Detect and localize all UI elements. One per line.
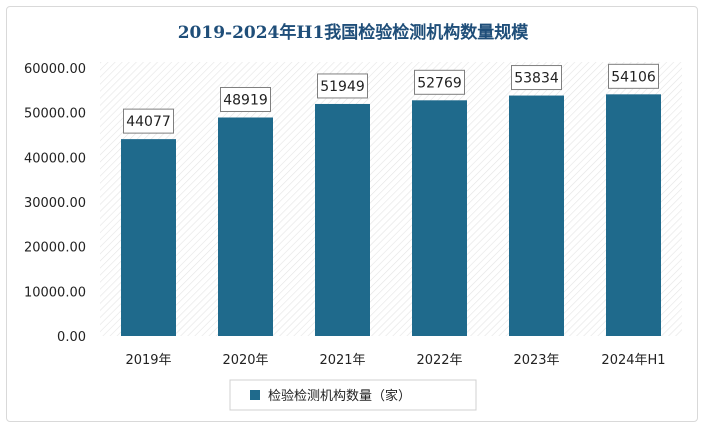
data-label: 48919 [223, 92, 268, 108]
y-tick-label: 60000.00 [24, 62, 86, 77]
data-label: 54106 [611, 69, 656, 85]
data-label-box [123, 108, 174, 134]
y-tick-label: 20000.00 [24, 241, 86, 256]
bar [412, 100, 467, 337]
data-label: 44077 [126, 114, 171, 130]
x-tick-label: 2021年 [319, 353, 365, 368]
bar [218, 117, 273, 336]
data-label-box [511, 65, 562, 91]
x-tick-label: 2024年H1 [601, 353, 665, 368]
data-label: 51949 [320, 79, 365, 95]
data-label: 53834 [514, 71, 559, 87]
chart-title: 2019-2024年H1我国检验检测机构数量规模 [178, 22, 530, 43]
data-label: 52769 [417, 75, 462, 91]
x-tick-label: 2019年 [125, 353, 171, 368]
x-tick-label: 2020年 [222, 353, 268, 368]
data-label-box [608, 63, 659, 89]
x-tick-label: 2022年 [416, 353, 462, 368]
data-label-box [317, 73, 368, 99]
bar [315, 103, 370, 336]
bar [509, 95, 564, 336]
y-tick-label: 30000.00 [24, 196, 86, 211]
bar [606, 94, 661, 336]
y-tick-label: 40000.00 [24, 151, 86, 166]
y-tick-label: 10000.00 [24, 285, 86, 300]
y-tick-label: 0.00 [57, 330, 86, 345]
data-label-box [414, 69, 465, 95]
legend-swatch [250, 390, 260, 400]
bar [121, 139, 176, 336]
legend [229, 379, 477, 411]
y-tick-label: 50000.00 [24, 107, 86, 122]
data-label-box [220, 86, 271, 112]
legend-label: 检验检测机构数量（家） [268, 388, 411, 404]
plot-area [100, 62, 682, 336]
x-tick-label: 2023年 [513, 353, 559, 368]
